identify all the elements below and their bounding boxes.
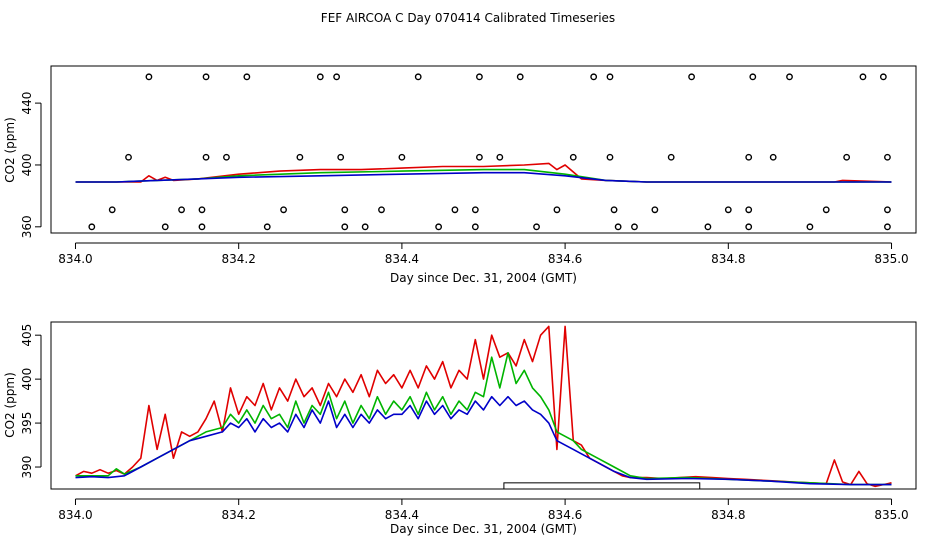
marker-point <box>614 223 622 231</box>
y-tick-label: 360 <box>20 215 34 238</box>
marker-point <box>263 223 271 231</box>
marker-point <box>769 153 777 161</box>
x-tick-label: 834.8 <box>711 508 745 522</box>
marker-point <box>451 206 459 214</box>
marker-point <box>161 223 169 231</box>
y-tick-label: 395 <box>20 412 34 435</box>
marker-point <box>316 73 324 81</box>
marker-point <box>378 206 385 214</box>
marker-point <box>822 206 830 214</box>
series-line-green <box>75 168 892 183</box>
plot-frame <box>50 65 917 234</box>
series-line-blue <box>75 395 892 486</box>
marker-point <box>296 153 304 161</box>
marker-point <box>476 153 483 161</box>
marker-point <box>145 73 153 81</box>
marker-point <box>361 223 369 231</box>
marker-point <box>786 73 793 81</box>
marker-point <box>884 206 891 214</box>
series-line-blue <box>75 171 892 183</box>
marker-point <box>223 153 230 161</box>
marker-point <box>202 73 210 81</box>
x-tick-label: 835.0 <box>874 252 908 266</box>
chart-title: FEF AIRCOA C Day 070414 Calibrated Times… <box>321 11 615 25</box>
marker-point <box>414 73 422 81</box>
marker-point <box>688 73 695 81</box>
bottom-panel: 834.0 834.2 834.4 834.6 834.8 835.0 390 395 400 4… <box>3 321 917 536</box>
marker-point <box>749 73 757 81</box>
x-tick-label: 834.6 <box>548 252 582 266</box>
marker-point <box>724 206 732 214</box>
y-axis-label: CO2 (ppm) <box>3 372 17 438</box>
x-tick-label: 834.0 <box>58 508 92 522</box>
marker-point <box>859 73 867 81</box>
marker-point <box>745 153 753 161</box>
x-axis-label: Day since Dec. 31, 2004 (GMT) <box>390 522 577 536</box>
marker-point <box>745 206 753 214</box>
x-tick-label: 834.6 <box>548 508 582 522</box>
x-tick-label: 834.4 <box>385 252 419 266</box>
marker-point <box>337 153 345 161</box>
marker-point <box>341 223 349 231</box>
marker-point <box>471 206 479 214</box>
marker-point <box>879 73 887 81</box>
marker-point <box>243 73 251 81</box>
marker-point <box>745 223 753 231</box>
y-axis-label: CO2 (ppm) <box>3 117 17 183</box>
marker-point <box>496 153 504 161</box>
y-tick-label: 400 <box>20 368 34 391</box>
x-tick-label: 834.0 <box>58 252 92 266</box>
marker-point <box>198 206 206 214</box>
x-axis-label: Day since Dec. 31, 2004 (GMT) <box>390 271 577 285</box>
marker-point <box>125 153 132 161</box>
marker-point <box>569 153 577 161</box>
marker-point <box>610 206 618 214</box>
marker-point <box>884 223 891 231</box>
marker-point <box>516 73 524 81</box>
marker-point <box>476 73 483 81</box>
marker-point <box>471 223 479 231</box>
y-tick-label: 405 <box>20 324 34 347</box>
marker-point <box>806 223 814 231</box>
marker-point <box>704 223 712 231</box>
marker-point <box>651 206 659 214</box>
marker-point <box>198 223 206 231</box>
marker-point <box>606 153 614 161</box>
marker-point <box>843 153 851 161</box>
marker-point <box>667 153 675 161</box>
y-tick-label: 390 <box>20 456 34 479</box>
x-tick-label: 834.2 <box>222 252 256 266</box>
y-tick-label: 400 <box>20 154 34 177</box>
marker-point <box>178 206 185 214</box>
x-tick-label: 835.0 <box>874 508 908 522</box>
marker-point <box>533 223 540 231</box>
marker-point <box>435 223 443 231</box>
series-line-red <box>75 325 892 488</box>
marker-point <box>333 73 341 81</box>
x-tick-label: 834.2 <box>222 508 256 522</box>
x-tick-label: 834.4 <box>385 508 419 522</box>
marker-point <box>884 153 891 161</box>
top-panel: 834.0 834.2 834.4 834.6 834.8 835.0 360 400 440 D… <box>3 65 917 285</box>
marker-point <box>606 73 614 81</box>
marker-point <box>202 153 210 161</box>
plot-frame <box>50 321 917 490</box>
marker-point <box>280 206 287 214</box>
x-tick-label: 834.8 <box>711 252 745 266</box>
marker-point <box>590 73 598 81</box>
y-tick-label: 440 <box>20 92 34 115</box>
series-line-green <box>75 351 892 486</box>
marker-point <box>398 153 406 161</box>
annotation-box <box>503 482 701 490</box>
marker-point <box>88 223 96 231</box>
marker-point <box>553 206 561 214</box>
marker-point <box>341 206 349 214</box>
marker-point <box>631 223 638 231</box>
marker-point <box>108 206 116 214</box>
